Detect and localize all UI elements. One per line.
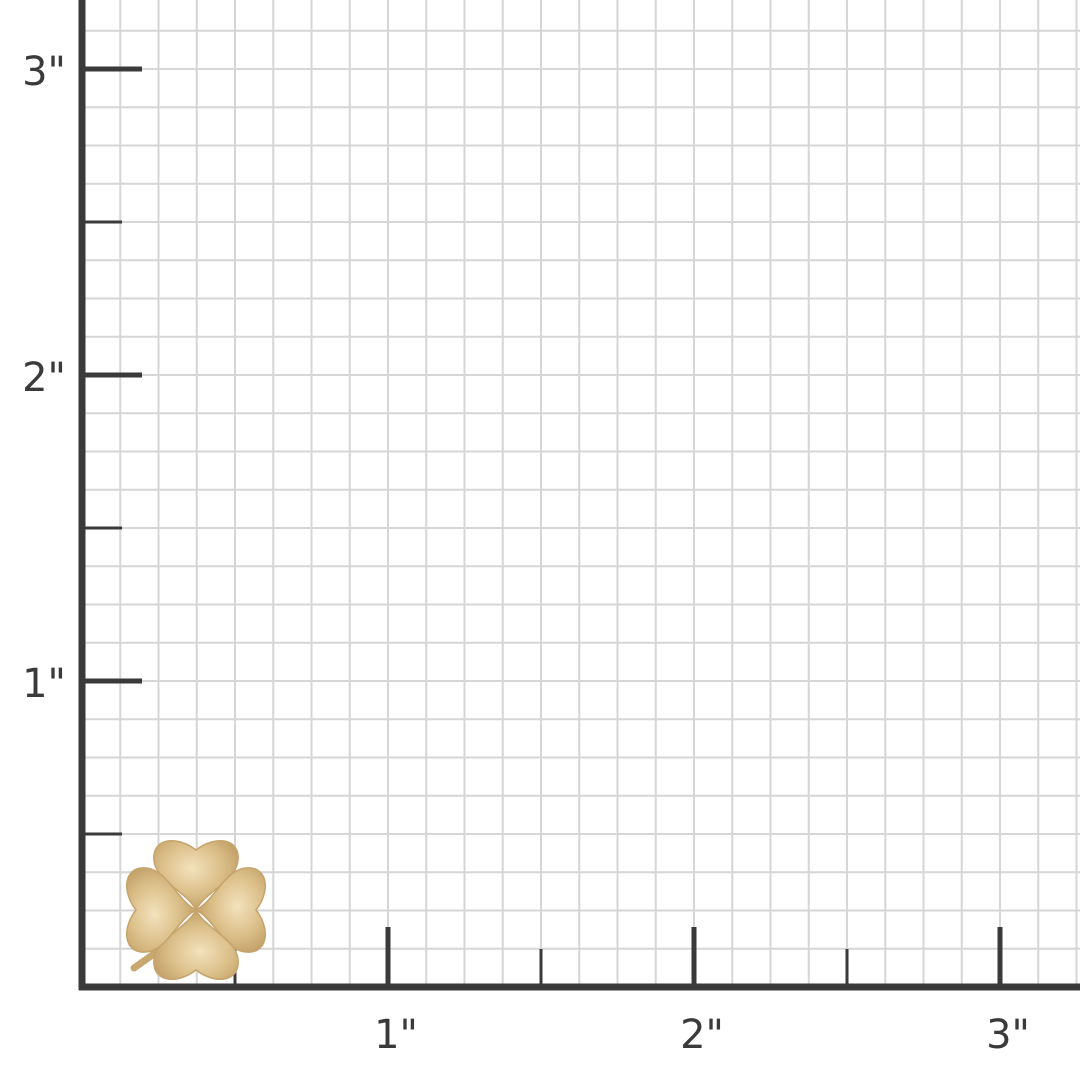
x-tick-label: 3" [986, 1012, 1030, 1058]
x-tick-label: 1" [374, 1012, 418, 1058]
y-tick-label: 1" [22, 661, 66, 707]
four-leaf-clover-icon [126, 840, 266, 980]
y-tick-label: 2" [22, 355, 66, 401]
y-tick-label: 3" [22, 49, 66, 95]
axes [78, 0, 1080, 991]
clover-leaf [126, 867, 198, 953]
grid [82, 0, 1080, 987]
x-tick-label: 2" [680, 1012, 724, 1058]
